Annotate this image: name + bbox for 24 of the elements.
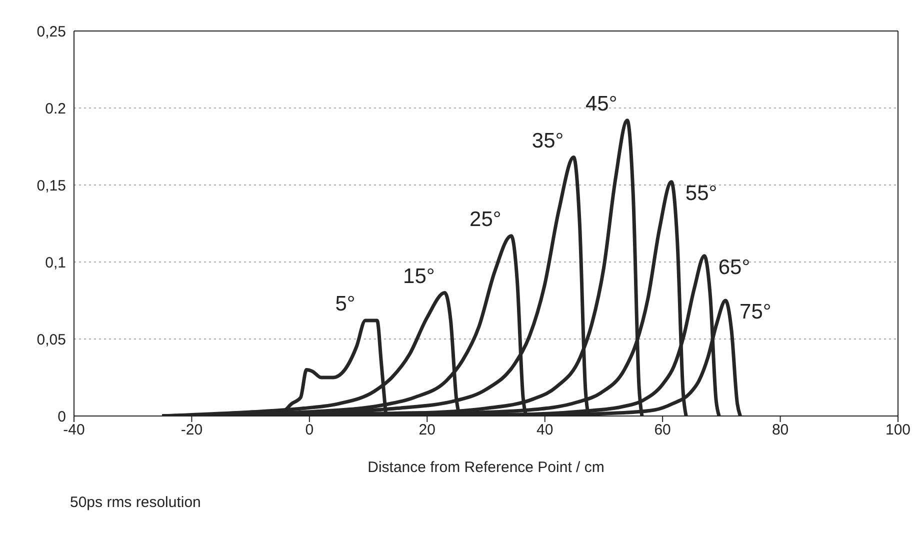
- x-axis-title: Distance from Reference Point / cm: [368, 459, 604, 476]
- y-tick-label: 0.2: [45, 100, 66, 118]
- x-tick-label: -20: [180, 422, 203, 439]
- series-label: 35°: [532, 129, 564, 152]
- x-tick-label: 100: [885, 422, 911, 439]
- series-label: 45°: [585, 92, 618, 116]
- x-tick-label: 0: [305, 422, 314, 439]
- x-tick-label: 40: [536, 422, 554, 439]
- series-label: 15°: [403, 264, 435, 288]
- text: 50ps rms resolution: [70, 494, 201, 511]
- series-label: 25°: [470, 208, 502, 231]
- x-tick-label: 20: [418, 422, 436, 439]
- series-label: 75°: [740, 300, 772, 324]
- y-tick-label: 0: [58, 408, 66, 426]
- series-label: 55°: [685, 182, 718, 205]
- y-tick-label: 0,15: [36, 177, 66, 194]
- y-tick-label: 0,05: [36, 331, 66, 348]
- x-tick-label: -40: [63, 422, 85, 439]
- y-tick-label: 0,1: [45, 254, 66, 272]
- x-tick-label: 80: [772, 422, 789, 439]
- series-label: 5°: [335, 292, 356, 316]
- series-label: 65°: [718, 256, 750, 279]
- y-tick-label: 0,25: [36, 23, 66, 40]
- x-tick-label: 60: [654, 422, 671, 439]
